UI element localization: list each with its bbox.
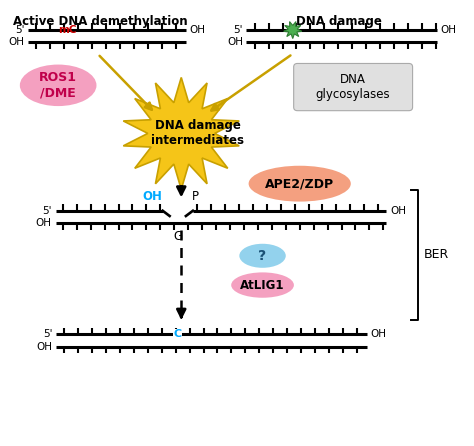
Text: OH: OH [35,218,51,228]
Ellipse shape [239,244,286,268]
Text: DNA damage
intermediates: DNA damage intermediates [151,120,244,147]
Text: C: C [173,330,182,339]
Text: P: P [191,190,199,203]
Polygon shape [123,78,239,190]
Text: OH: OH [390,206,406,216]
Ellipse shape [248,166,351,202]
Text: Active DNA demethylation: Active DNA demethylation [13,15,187,29]
Text: OH: OH [9,37,25,47]
Text: mC: mC [58,25,77,35]
Text: OH: OH [370,330,386,339]
Text: 5': 5' [43,330,53,339]
Ellipse shape [231,273,294,298]
Text: 5': 5' [234,25,243,35]
Text: DNA damage: DNA damage [296,15,382,29]
Ellipse shape [20,65,97,106]
Text: BER: BER [424,248,449,261]
Text: AtLIG1: AtLIG1 [240,279,285,292]
Text: G: G [173,230,182,243]
Text: OH: OH [143,190,163,203]
Text: 5': 5' [42,206,51,216]
Text: APE2/ZDP: APE2/ZDP [265,177,334,190]
FancyBboxPatch shape [294,63,412,111]
Polygon shape [283,21,302,38]
Text: 5': 5' [15,25,25,35]
Text: OH: OH [36,342,53,352]
Text: OH: OH [227,37,243,47]
Text: OH: OH [440,25,456,35]
Text: ?: ? [258,249,266,263]
Text: OH: OH [189,25,205,35]
Text: DNA
glycosylases: DNA glycosylases [316,73,391,101]
Text: ROS1
/DME: ROS1 /DME [39,71,77,99]
